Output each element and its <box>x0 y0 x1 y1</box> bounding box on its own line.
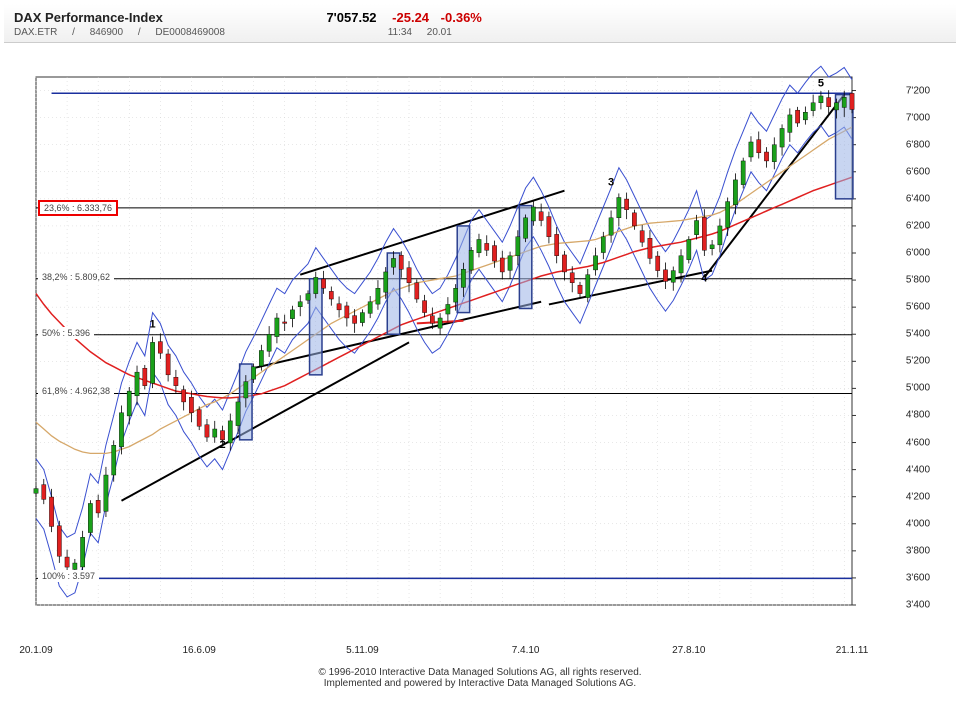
y-axis-labels: 3'4003'6003'8004'0004'2004'4004'6004'800… <box>890 77 930 605</box>
copyright-line1: © 1996-2010 Interactive Data Managed Sol… <box>4 667 956 678</box>
last-price: 7'057.52 <box>326 10 376 25</box>
y-tick-label: 7'200 <box>906 85 930 96</box>
y-tick-label: 5'200 <box>906 356 930 367</box>
isin: DE0008469008 <box>155 27 225 38</box>
chart-canvas: 1 2 3 4 5 <box>32 53 892 623</box>
y-tick-label: 3'800 <box>906 545 930 556</box>
x-tick-label: 7.4.10 <box>512 645 540 656</box>
y-tick-label: 4'600 <box>906 437 930 448</box>
y-tick-label: 5'600 <box>906 302 930 313</box>
y-tick-label: 5'400 <box>906 329 930 340</box>
wkn: 846900 <box>90 27 123 38</box>
price-chart[interactable]: BBands 20 SMA 100 SMA 200 12345 3'4003'6… <box>32 53 928 663</box>
fib-level-label: 61,8% : 4.962,38 <box>38 385 114 397</box>
change-percent: -0.36% <box>441 10 482 25</box>
svg-text:5: 5 <box>818 77 824 89</box>
x-tick-label: 21.1.11 <box>836 645 869 656</box>
y-tick-label: 6'200 <box>906 220 930 231</box>
y-tick-label: 5'800 <box>906 275 930 286</box>
copyright-line2: Implemented and powered by Interactive D… <box>4 678 956 689</box>
y-tick-label: 4'200 <box>906 491 930 502</box>
y-tick-label: 7'000 <box>906 112 930 123</box>
x-tick-label: 5.11.09 <box>346 645 379 656</box>
fib-level-label: 50% : 5.396 <box>38 327 94 339</box>
y-tick-label: 6'600 <box>906 166 930 177</box>
svg-text:4: 4 <box>701 272 708 284</box>
chart-footer: © 1996-2010 Interactive Data Managed Sol… <box>4 667 956 689</box>
quote-date: 20.01 <box>427 27 452 38</box>
fib-level-label: 23,6% : 6.333,76 <box>38 200 118 216</box>
y-tick-label: 3'600 <box>906 572 930 583</box>
fib-level-label: 38,2% : 5.809,62 <box>38 271 114 283</box>
chart-header: DAX Performance-Index 7'057.52 -25.24 -0… <box>4 4 956 43</box>
x-tick-label: 27.8.10 <box>672 645 705 656</box>
y-tick-label: 5'000 <box>906 383 930 394</box>
y-tick-label: 6'400 <box>906 193 930 204</box>
y-tick-label: 4'800 <box>906 410 930 421</box>
x-axis-labels: 20.1.0916.6.095.11.097.4.1027.8.1021.1.1… <box>32 645 928 659</box>
x-tick-label: 20.1.09 <box>19 645 52 656</box>
instrument-title: DAX Performance-Index <box>14 10 163 25</box>
y-tick-label: 4'000 <box>906 518 930 529</box>
y-tick-label: 6'000 <box>906 248 930 259</box>
svg-text:3: 3 <box>608 176 614 188</box>
quote-time: 11:34 <box>388 27 412 38</box>
x-tick-label: 16.6.09 <box>183 645 216 656</box>
y-tick-label: 4'400 <box>906 464 930 475</box>
y-tick-label: 6'800 <box>906 139 930 150</box>
y-tick-label: 3'400 <box>906 600 930 611</box>
change-absolute: -25.24 <box>392 10 429 25</box>
svg-text:1: 1 <box>150 318 156 330</box>
fib-level-label: 100% : 3.597 <box>38 570 99 582</box>
svg-text:2: 2 <box>219 439 225 451</box>
symbol: DAX.ETR <box>14 27 57 38</box>
